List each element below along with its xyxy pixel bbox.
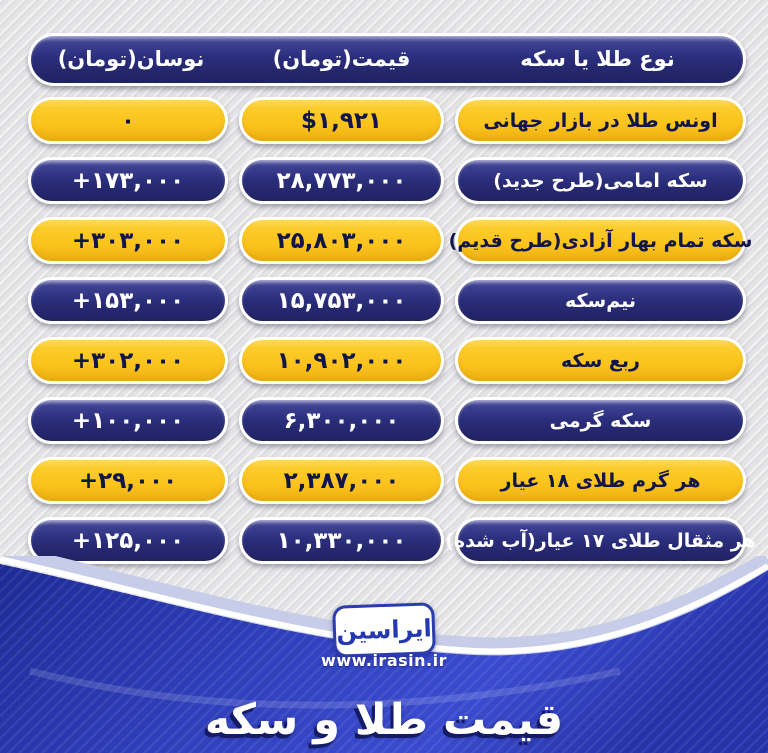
item-name-pill: سکه تمام بهار آزادی(طرح قدیم) — [449, 217, 752, 264]
item-name-pill: اونس طلا در بازار جهانی — [455, 97, 746, 144]
item-change-pill: +۲۹,۰۰۰ — [28, 457, 228, 504]
item-price: ۱۰,۹۰۲,۰۰۰ — [276, 347, 407, 374]
item-name: سکه امامی(طرح جدید) — [493, 169, 708, 192]
item-change: +۱۰۰,۰۰۰ — [71, 407, 185, 434]
item-price-pill: ۱۰,۳۳۰,۰۰۰ — [239, 517, 444, 564]
item-price-pill: ۱۵,۷۵۳,۰۰۰ — [239, 277, 444, 324]
header-type: نوع طلا یا سکه — [520, 47, 675, 71]
item-name: هر مثقال طلای ۱۷ عیار(آب شده) — [445, 529, 756, 552]
item-change-pill: +۱۰۰,۰۰۰ — [28, 397, 228, 444]
item-change-pill: +۱۵۳,۰۰۰ — [28, 277, 228, 324]
item-change: +۱۵۳,۰۰۰ — [71, 287, 185, 314]
item-change: +۳۰۳,۰۰۰ — [71, 227, 185, 254]
table-row: نیم‌سکه ۱۵,۷۵۳,۰۰۰ +۱۵۳,۰۰۰ — [28, 277, 746, 324]
table-row: هر مثقال طلای ۱۷ عیار(آب شده) ۱۰,۳۳۰,۰۰۰… — [28, 517, 756, 564]
item-name-pill: هر مثقال طلای ۱۷ عیار(آب شده) — [445, 517, 756, 564]
irasin-logo: ایراسین — [332, 602, 436, 658]
page-title: قیمت طلا و سکه — [204, 695, 564, 745]
item-price: ۶,۳۰۰,۰۰۰ — [283, 407, 400, 434]
item-change: +۳۰۲,۰۰۰ — [71, 347, 185, 374]
table-rows: اونس طلا در بازار جهانی $۱,۹۲۱ ۰ سکه اما… — [0, 97, 768, 564]
item-name: ربع سکه — [561, 349, 640, 372]
footer-wave: ایراسین www.irasin.ir قیمت طلا و سکه — [0, 556, 768, 753]
item-name: سکه تمام بهار آزادی(طرح قدیم) — [448, 229, 753, 252]
item-change-pill: +۳۰۲,۰۰۰ — [28, 337, 228, 384]
item-price-pill: ۲۸,۷۷۳,۰۰۰ — [239, 157, 444, 204]
item-name: هر گرم طلای ۱۸ عیار — [500, 469, 701, 492]
item-name-pill: هر گرم طلای ۱۸ عیار — [455, 457, 746, 504]
table-header: نوع طلا یا سکه قیمت(تومان) نوسان(تومان) — [28, 33, 746, 86]
item-price: $۱,۹۲۱ — [301, 107, 382, 134]
item-price-pill: ۱۰,۹۰۲,۰۰۰ — [239, 337, 444, 384]
item-price-pill: ۶,۳۰۰,۰۰۰ — [239, 397, 444, 444]
item-change: +۱۷۳,۰۰۰ — [71, 167, 185, 194]
irasin-logo-text: ایراسین — [335, 614, 433, 646]
item-change: +۱۲۵,۰۰۰ — [71, 527, 185, 554]
item-name-pill: نیم‌سکه — [455, 277, 746, 324]
item-name-pill: سکه امامی(طرح جدید) — [455, 157, 746, 204]
item-price: ۲۸,۷۷۳,۰۰۰ — [276, 167, 407, 194]
table-row: اونس طلا در بازار جهانی $۱,۹۲۱ ۰ — [28, 97, 746, 144]
table-row: سکه تمام بهار آزادی(طرح قدیم) ۲۵,۸۰۳,۰۰۰… — [28, 217, 752, 264]
item-name-pill: سکه گرمی — [455, 397, 746, 444]
table-row: سکه گرمی ۶,۳۰۰,۰۰۰ +۱۰۰,۰۰۰ — [28, 397, 746, 444]
item-change-pill: +۱۷۳,۰۰۰ — [28, 157, 228, 204]
item-change-pill: +۳۰۳,۰۰۰ — [28, 217, 228, 264]
item-name: اونس طلا در بازار جهانی — [483, 109, 718, 132]
item-price: ۱۵,۷۵۳,۰۰۰ — [276, 287, 407, 314]
price-table: نوع طلا یا سکه قیمت(تومان) نوسان(تومان) … — [0, 33, 768, 577]
item-price-pill: ۲۵,۸۰۳,۰۰۰ — [239, 217, 444, 264]
wave-graphic — [0, 556, 768, 753]
item-price-pill: ۲,۳۸۷,۰۰۰ — [239, 457, 444, 504]
website-url: www.irasin.ir — [321, 651, 447, 670]
header-price: قیمت(تومان) — [272, 47, 411, 71]
item-price-pill: $۱,۹۲۱ — [239, 97, 444, 144]
item-change: +۲۹,۰۰۰ — [78, 467, 178, 494]
item-name: نیم‌سکه — [564, 289, 637, 312]
header-change: نوسان(تومان) — [57, 47, 205, 71]
item-change-pill: +۱۲۵,۰۰۰ — [28, 517, 228, 564]
item-price: ۱۰,۳۳۰,۰۰۰ — [276, 527, 407, 554]
item-change-pill: ۰ — [28, 97, 228, 144]
table-row: سکه امامی(طرح جدید) ۲۸,۷۷۳,۰۰۰ +۱۷۳,۰۰۰ — [28, 157, 746, 204]
item-name: سکه گرمی — [549, 409, 652, 432]
item-change: ۰ — [120, 107, 136, 134]
item-price: ۲۵,۸۰۳,۰۰۰ — [276, 227, 407, 254]
item-price: ۲,۳۸۷,۰۰۰ — [283, 467, 400, 494]
table-row: ربع سکه ۱۰,۹۰۲,۰۰۰ +۳۰۲,۰۰۰ — [28, 337, 746, 384]
table-row: هر گرم طلای ۱۸ عیار ۲,۳۸۷,۰۰۰ +۲۹,۰۰۰ — [28, 457, 746, 504]
item-name-pill: ربع سکه — [455, 337, 746, 384]
